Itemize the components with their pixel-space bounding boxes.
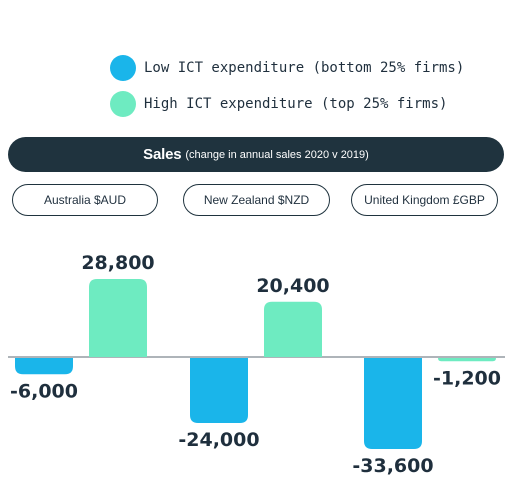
- value-label-low-ict-australia: -6,000: [10, 380, 78, 402]
- legend-swatch-low-ict: [110, 55, 136, 81]
- legend-label-high-ict: High ICT expenditure (top 25% firms): [144, 96, 448, 112]
- bar-high-ict-australia: [89, 279, 147, 357]
- bar-low-ict-australia: [15, 358, 73, 375]
- legend-item-high-ict: High ICT expenditure (top 25% firms): [110, 86, 464, 122]
- value-label-high-ict-australia: 28,800: [81, 252, 154, 274]
- chart-title: Sales: [143, 146, 182, 163]
- country-button-australia[interactable]: Australia $AUD: [12, 184, 158, 216]
- chart-header-bar: Sales (change in annual sales 2020 v 201…: [8, 137, 504, 172]
- legend: Low ICT expenditure (bottom 25% firms) H…: [110, 50, 464, 122]
- country-button-united-kingdom[interactable]: United Kingdom £GBP: [351, 184, 498, 216]
- country-button-new-zealand[interactable]: New Zealand $NZD: [183, 184, 330, 216]
- value-label-low-ict-new-zealand: -24,000: [178, 429, 259, 451]
- bar-low-ict-united-kingdom: [364, 358, 422, 449]
- chart-subtitle: (change in annual sales 2020 v 2019): [185, 148, 369, 161]
- bar-high-ict-new-zealand: [264, 301, 322, 357]
- legend-swatch-high-ict: [110, 91, 136, 117]
- legend-label-low-ict: Low ICT expenditure (bottom 25% firms): [144, 60, 465, 76]
- sales-bar-chart: -6,000 -24,000 -33,600 28,800 20,400 -1,200: [8, 252, 505, 477]
- value-label-low-ict-united-kingdom: -33,600: [352, 455, 433, 477]
- value-label-high-ict-new-zealand: 20,400: [256, 275, 329, 297]
- bar-low-ict-new-zealand: [190, 358, 248, 423]
- bar-high-ict-united-kingdom: [438, 358, 496, 362]
- value-label-high-ict-united-kingdom: -1,200: [433, 367, 501, 389]
- legend-item-low-ict: Low ICT expenditure (bottom 25% firms): [110, 50, 464, 86]
